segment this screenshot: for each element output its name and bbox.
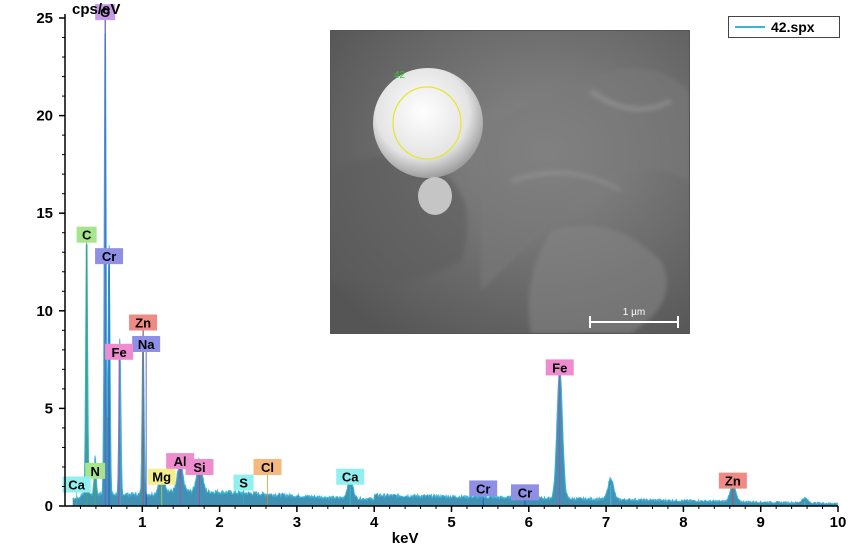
y-axis-label: cps/eV — [72, 1, 120, 18]
scale-bar-label: 1 µm — [623, 307, 645, 318]
element-label-ca-13: Ca — [336, 468, 365, 506]
element-label-fe-6: Fe — [545, 359, 574, 506]
x-tick-label: 5 — [447, 514, 455, 531]
x-tick-label: 6 — [525, 514, 533, 531]
y-tick-label: 0 — [45, 498, 53, 515]
element-label-ca-14: Ca — [62, 476, 91, 506]
element-label-zn-17: Zn — [718, 472, 747, 506]
element-label-text: Cr — [102, 249, 116, 264]
element-label-layer: O C Cr Zn Na Fe Fe Al Si Cl N Mg S Ca Ca Cr Cr Zn — [62, 4, 747, 506]
element-label-text: N — [90, 464, 99, 479]
y-tick-label: 20 — [36, 108, 53, 125]
x-tick-label: 10 — [830, 514, 847, 531]
element-label-text: Fe — [112, 345, 127, 360]
x-tick-label: 9 — [757, 514, 765, 531]
legend-entry-42spx: 42.spx — [771, 19, 815, 35]
element-label-text: C — [82, 228, 92, 243]
x-tick-label: 3 — [293, 514, 301, 531]
element-label-c-1: C — [76, 226, 97, 506]
element-label-cr-2: Cr — [95, 248, 124, 506]
element-label-s-12: S — [233, 474, 254, 506]
element-label-text: Al — [174, 454, 187, 469]
element-label-text: Mg — [152, 470, 171, 485]
spot-label: 42 — [394, 70, 406, 81]
legend-swatch — [735, 26, 765, 28]
element-label-cr-15: Cr — [469, 480, 498, 506]
analysis-spot-circle — [392, 86, 462, 160]
y-tick-label: 15 — [36, 205, 53, 222]
element-label-text: Cr — [518, 485, 532, 500]
element-label-text: Fe — [552, 360, 567, 375]
element-label-text: Zn — [135, 316, 151, 331]
y-tick-label: 25 — [36, 10, 53, 27]
x-tick-label: 2 — [215, 514, 223, 531]
y-tick-label: 5 — [45, 400, 53, 417]
sem-inset-image: 42 1 µm — [330, 30, 690, 334]
element-label-fe-5: Fe — [105, 343, 134, 506]
element-label-n-10: N — [85, 462, 106, 506]
element-label-text: Ca — [68, 478, 85, 493]
element-label-si-8: Si — [185, 458, 214, 506]
axis-layer: 0 5 10 15 20 25 1 2 3 4 5 6 7 8 9 10 cps/eV keV — [36, 1, 846, 546]
element-label-text: Cl — [261, 460, 274, 475]
element-label-zn-3: Zn — [129, 314, 158, 506]
sem-micrograph: 42 1 µm — [331, 31, 689, 333]
x-axis-label: keV — [392, 530, 419, 546]
legend: 42.spx — [728, 16, 840, 38]
element-label-cr-16: Cr — [510, 484, 539, 506]
y-tick-label: 10 — [36, 303, 53, 320]
element-label-mg-11: Mg — [147, 468, 176, 506]
element-label-text: Na — [138, 337, 155, 352]
element-label-text: O — [100, 5, 110, 20]
element-label-text: S — [239, 476, 248, 491]
x-tick-label: 8 — [679, 514, 687, 531]
element-label-na-4: Na — [132, 335, 161, 506]
element-label-text: Ca — [342, 470, 359, 485]
x-tick-label: 4 — [370, 514, 379, 531]
particle-sphere — [373, 68, 483, 178]
element-label-text: Si — [193, 460, 205, 475]
element-label-text: Cr — [476, 481, 490, 496]
element-label-text: Zn — [725, 474, 741, 489]
x-tick-label: 1 — [138, 514, 146, 531]
element-label-cl-9: Cl — [253, 458, 282, 506]
x-tick-label: 7 — [602, 514, 610, 531]
